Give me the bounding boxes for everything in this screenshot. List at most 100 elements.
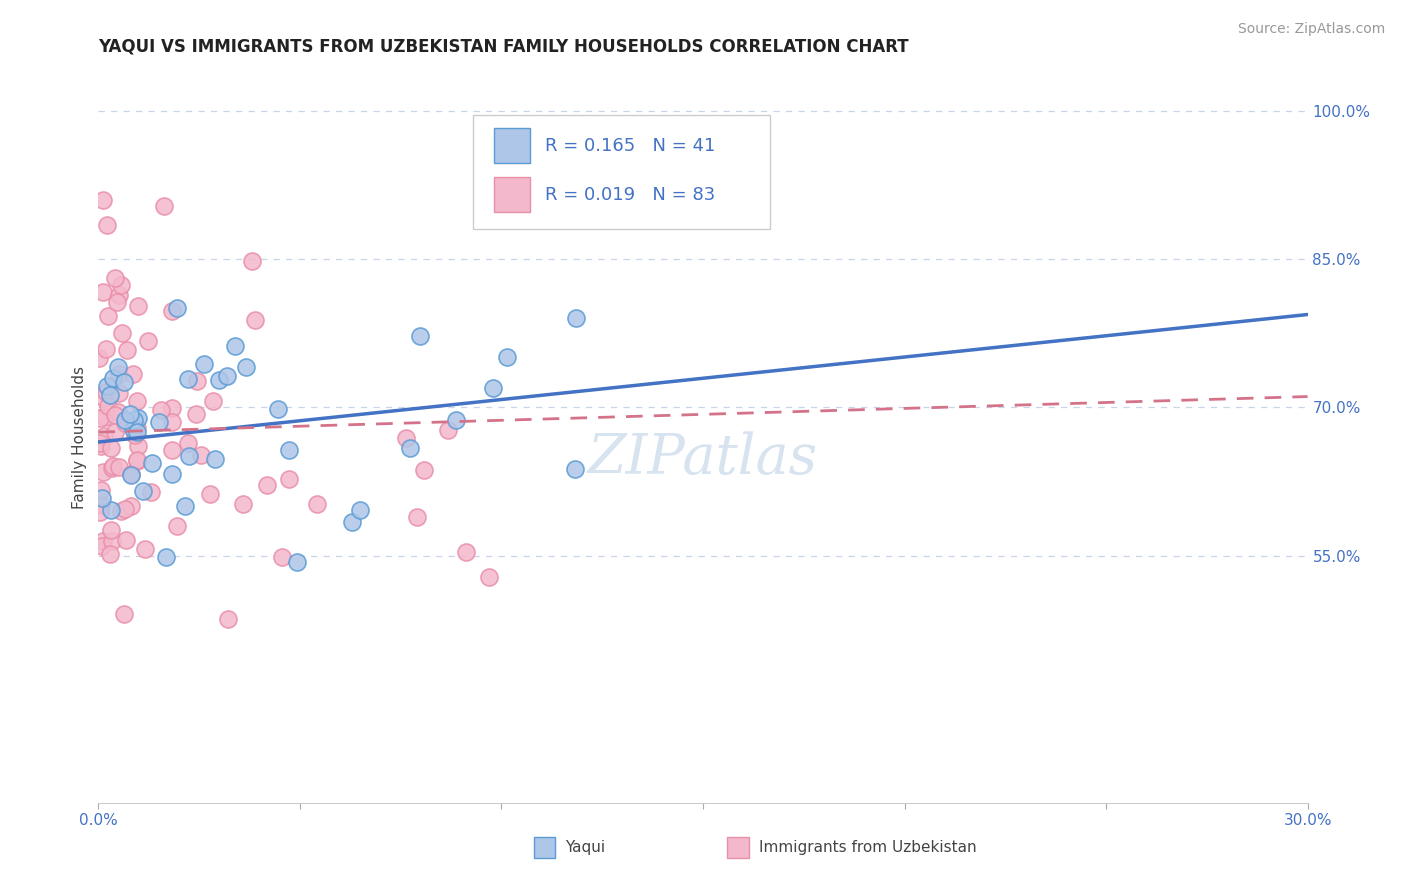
Point bbox=[399, 441, 422, 455]
Point bbox=[89, 351, 111, 365]
Point bbox=[120, 467, 142, 482]
Point bbox=[96, 218, 118, 232]
Point bbox=[120, 408, 142, 422]
Point bbox=[481, 382, 503, 396]
Point bbox=[190, 448, 212, 462]
FancyBboxPatch shape bbox=[494, 128, 530, 163]
Point bbox=[111, 326, 134, 340]
Point bbox=[496, 350, 519, 364]
Point bbox=[94, 342, 117, 356]
Point bbox=[107, 359, 129, 374]
Point bbox=[104, 409, 127, 423]
Text: Source: ZipAtlas.com: Source: ZipAtlas.com bbox=[1237, 22, 1385, 37]
Point bbox=[93, 391, 115, 405]
Point bbox=[266, 402, 288, 417]
Point bbox=[444, 413, 467, 427]
Point bbox=[121, 367, 143, 381]
Point bbox=[115, 343, 138, 357]
Point bbox=[112, 376, 135, 390]
Point bbox=[93, 428, 115, 442]
Point bbox=[243, 313, 266, 327]
Point bbox=[232, 497, 254, 511]
Point bbox=[125, 453, 148, 467]
Point bbox=[124, 428, 146, 442]
Point bbox=[98, 547, 121, 561]
Point bbox=[166, 519, 188, 533]
Point bbox=[94, 385, 117, 400]
Point bbox=[90, 491, 112, 505]
Point bbox=[162, 442, 184, 457]
Point bbox=[101, 461, 124, 475]
Point bbox=[107, 288, 129, 302]
Point bbox=[184, 407, 207, 421]
Point bbox=[478, 570, 501, 584]
Point bbox=[278, 443, 301, 458]
Point bbox=[127, 299, 149, 313]
Point bbox=[90, 498, 112, 512]
Text: YAQUI VS IMMIGRANTS FROM UZBEKISTAN FAMILY HOUSEHOLDS CORRELATION CHART: YAQUI VS IMMIGRANTS FROM UZBEKISTAN FAMI… bbox=[98, 38, 910, 56]
Point bbox=[127, 411, 149, 425]
Point bbox=[114, 413, 136, 427]
Point bbox=[127, 438, 149, 452]
Point bbox=[120, 499, 142, 513]
Point bbox=[193, 357, 215, 371]
Point bbox=[139, 485, 162, 500]
Point bbox=[104, 425, 127, 439]
Point bbox=[278, 472, 301, 486]
Point bbox=[107, 405, 129, 419]
Point bbox=[90, 439, 112, 453]
Point bbox=[97, 309, 120, 323]
Point bbox=[342, 516, 364, 530]
Point bbox=[155, 550, 177, 565]
Text: R = 0.019   N = 83: R = 0.019 N = 83 bbox=[544, 186, 714, 203]
Text: R = 0.165   N = 41: R = 0.165 N = 41 bbox=[544, 136, 716, 155]
Point bbox=[91, 534, 114, 549]
Point bbox=[186, 375, 208, 389]
Point bbox=[256, 478, 278, 492]
FancyBboxPatch shape bbox=[494, 178, 530, 212]
Point bbox=[235, 359, 257, 374]
Point bbox=[149, 403, 172, 417]
Point bbox=[101, 533, 124, 548]
Point bbox=[115, 533, 138, 547]
Point bbox=[285, 556, 308, 570]
Point bbox=[202, 393, 225, 408]
Point bbox=[564, 462, 586, 476]
Point bbox=[125, 425, 148, 440]
Point bbox=[100, 503, 122, 517]
Point bbox=[224, 339, 246, 353]
Point bbox=[91, 539, 114, 553]
Text: ZIPatlas: ZIPatlas bbox=[588, 432, 818, 486]
Y-axis label: Family Households: Family Households bbox=[72, 366, 87, 508]
Point bbox=[160, 304, 183, 318]
Point bbox=[134, 541, 156, 556]
Point bbox=[96, 379, 118, 393]
Point bbox=[112, 607, 135, 621]
Point bbox=[110, 277, 132, 292]
Point bbox=[108, 386, 131, 401]
Point bbox=[162, 467, 184, 481]
Point bbox=[131, 483, 153, 498]
Point bbox=[240, 253, 263, 268]
Point bbox=[91, 285, 114, 299]
Point bbox=[89, 410, 111, 425]
Text: Immigrants from Uzbekistan: Immigrants from Uzbekistan bbox=[759, 839, 976, 855]
Point bbox=[104, 271, 127, 285]
Point bbox=[177, 436, 200, 450]
Point bbox=[217, 368, 239, 383]
Point bbox=[98, 388, 121, 402]
Point bbox=[100, 523, 122, 537]
Point bbox=[565, 311, 588, 326]
Point bbox=[114, 417, 136, 431]
Point bbox=[177, 372, 200, 386]
Point bbox=[406, 510, 429, 524]
Point bbox=[108, 368, 131, 382]
Point bbox=[160, 415, 183, 429]
Point bbox=[136, 334, 159, 349]
Point bbox=[90, 483, 112, 498]
Point bbox=[349, 502, 371, 516]
Point bbox=[454, 545, 477, 559]
Point bbox=[217, 612, 239, 626]
Point bbox=[105, 294, 128, 309]
Point bbox=[177, 449, 200, 463]
